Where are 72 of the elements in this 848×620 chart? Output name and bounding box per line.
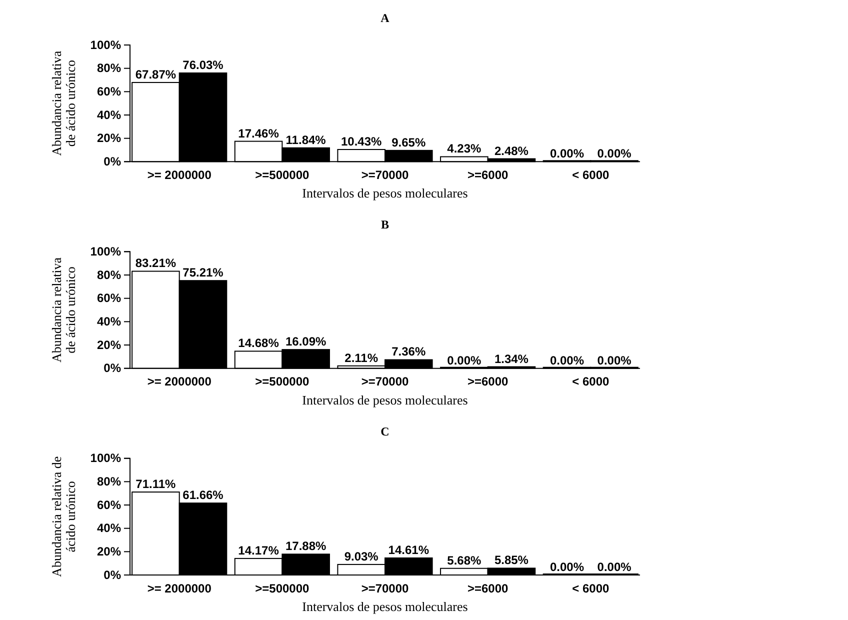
x-tick-label: >=70000 bbox=[361, 374, 410, 389]
x-tick-label: >=500000 bbox=[255, 374, 310, 389]
x-tick-label: >=500000 bbox=[255, 168, 310, 182]
x-tick-label: >=70000 bbox=[361, 168, 410, 182]
x-tick-label: >=6000 bbox=[467, 168, 508, 182]
data-label: 61.66% bbox=[182, 488, 224, 502]
data-label: 83.21% bbox=[135, 256, 176, 270]
y-tick-label: 60% bbox=[96, 84, 122, 99]
y-tick-label: 0% bbox=[104, 361, 122, 376]
data-label: 16.09% bbox=[285, 334, 327, 349]
x-tick-label: >=70000 bbox=[361, 581, 410, 596]
x-axis-title: Intervalos de pesos moleculares bbox=[302, 392, 468, 408]
data-label: 0.00% bbox=[447, 353, 482, 368]
chart-title: B bbox=[380, 218, 390, 232]
y-axis-title: Abundancia relativa de ácido urónico bbox=[48, 456, 78, 577]
data-label: 2.11% bbox=[344, 350, 378, 365]
y-tick-label: 100% bbox=[90, 244, 122, 259]
x-tick-label: >= 2000000 bbox=[147, 168, 212, 182]
data-label: 11.84% bbox=[286, 132, 326, 147]
data-label: 17.46% bbox=[238, 126, 280, 140]
data-label: 0.00% bbox=[550, 560, 584, 574]
x-tick-label: >=6000 bbox=[467, 374, 508, 389]
data-label: 0.00% bbox=[597, 146, 632, 161]
x-tick-label: >=6000 bbox=[467, 581, 508, 596]
x-tick-label: >= 2000000 bbox=[147, 374, 212, 389]
chart-title: C bbox=[380, 424, 390, 438]
data-label: 4.23% bbox=[447, 142, 482, 156]
data-label: 1.34% bbox=[494, 352, 529, 366]
x-axis-title: Intervalos de pesos moleculares bbox=[302, 186, 468, 201]
x-tick-label: < 6000 bbox=[572, 581, 610, 596]
x-tick-label: < 6000 bbox=[572, 374, 610, 389]
data-label: 0.00% bbox=[550, 353, 584, 368]
data-label: 14.17% bbox=[238, 543, 280, 558]
data-label: 0.00% bbox=[597, 560, 632, 574]
data-label: 14.61% bbox=[388, 542, 430, 557]
data-label: 5.68% bbox=[447, 553, 482, 568]
y-axis-title: Abundancia relativa de ácido urónico bbox=[48, 50, 78, 156]
x-tick-label: >= 2000000 bbox=[147, 581, 212, 596]
x-tick-label: >=500000 bbox=[255, 581, 310, 596]
y-tick-label: 20% bbox=[96, 544, 122, 559]
y-tick-label: 40% bbox=[96, 314, 122, 329]
data-label: 71.11% bbox=[136, 477, 176, 492]
y-tick-label: 20% bbox=[96, 338, 122, 352]
x-axis-title: Intervalos de pesos moleculares bbox=[302, 599, 468, 614]
y-tick-label: 0% bbox=[104, 568, 122, 582]
data-label: 14.68% bbox=[238, 336, 280, 350]
data-label: 5.85% bbox=[494, 553, 529, 568]
y-tick-label: 100% bbox=[90, 451, 122, 466]
data-label: 17.88% bbox=[285, 539, 327, 554]
y-tick-label: 80% bbox=[96, 61, 122, 76]
y-tick-label: 60% bbox=[96, 291, 122, 306]
data-label: 0.00% bbox=[597, 353, 632, 368]
y-tick-label: 80% bbox=[96, 268, 122, 282]
y-tick-label: 0% bbox=[104, 154, 122, 169]
y-axis-title: Abundancia relativa de ácido urónico bbox=[48, 257, 78, 363]
y-tick-label: 60% bbox=[96, 498, 122, 512]
data-label: 7.36% bbox=[392, 344, 426, 359]
data-label: 67.87% bbox=[135, 67, 176, 82]
data-label: 76.03% bbox=[182, 58, 224, 72]
y-tick-label: 80% bbox=[96, 474, 122, 489]
y-tick-label: 20% bbox=[96, 131, 122, 146]
data-label: 2.48% bbox=[494, 144, 529, 158]
data-label: 0.00% bbox=[550, 146, 584, 161]
y-tick-label: 40% bbox=[96, 521, 122, 536]
data-label: 10.43% bbox=[341, 134, 382, 148]
data-label: 9.03% bbox=[344, 549, 379, 564]
data-label: 75.21% bbox=[182, 266, 224, 280]
chart-title: A bbox=[380, 11, 390, 25]
x-tick-label: < 6000 bbox=[572, 168, 610, 182]
y-tick-label: 100% bbox=[90, 38, 122, 52]
y-tick-label: 40% bbox=[96, 108, 122, 122]
data-label: 9.65% bbox=[392, 135, 426, 150]
